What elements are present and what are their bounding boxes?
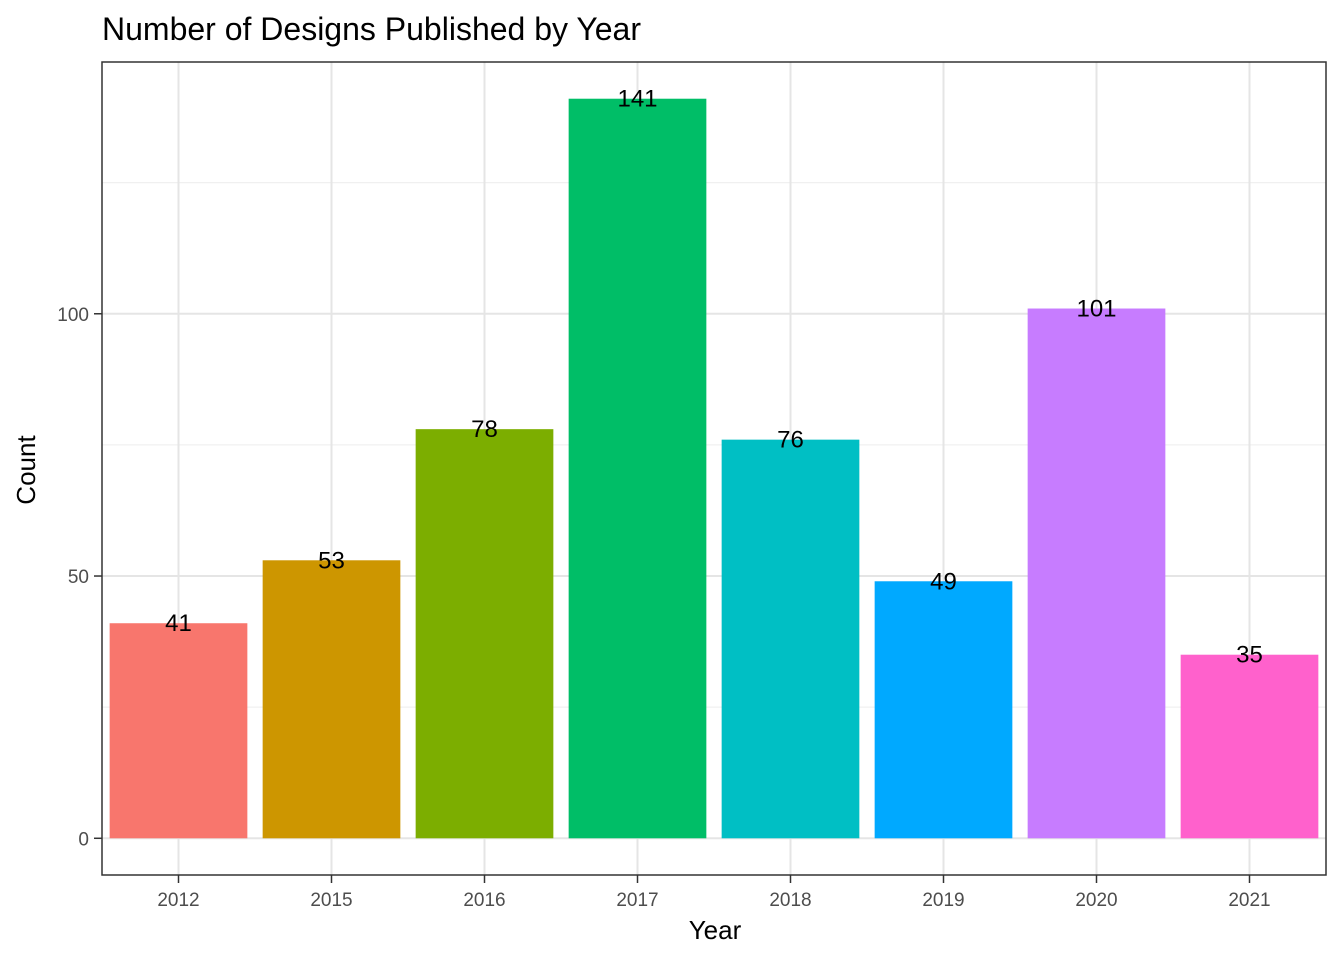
bar-2015 — [262, 560, 401, 839]
bar-2017 — [568, 98, 707, 839]
data-label-2018: 76 — [777, 427, 804, 454]
x-axis-title: Year — [689, 915, 742, 945]
data-label-2012: 41 — [165, 610, 192, 637]
y-tick-label: 0 — [78, 829, 89, 850]
data-label-2021: 35 — [1236, 642, 1263, 669]
bar-2016 — [415, 429, 554, 839]
bar-2012 — [109, 623, 248, 839]
x-tick-label: 2019 — [922, 890, 964, 911]
chart-title: Number of Designs Published by Year — [102, 11, 641, 47]
plot-panel-border — [101, 61, 1327, 876]
y-axis: 0 50 100 — [57, 305, 102, 850]
x-axis: 2012 2015 2016 2017 2018 2019 2020 2021 — [157, 875, 1271, 911]
data-label-2019: 49 — [930, 568, 957, 595]
bar-2018 — [721, 439, 860, 839]
bar-2019 — [874, 581, 1013, 839]
data-label-2015: 53 — [318, 547, 345, 574]
x-tick-label: 2020 — [1075, 890, 1117, 911]
bars — [109, 98, 1319, 839]
bar-2020 — [1027, 308, 1166, 839]
y-tick-label: 100 — [57, 305, 89, 326]
bar-2021 — [1180, 654, 1319, 839]
x-tick-label: 2017 — [616, 890, 658, 911]
data-label-2020: 101 — [1076, 296, 1116, 323]
y-axis-title: Count — [11, 435, 41, 505]
x-tick-label: 2016 — [463, 890, 505, 911]
x-tick-label: 2012 — [157, 890, 199, 911]
x-tick-label: 2018 — [769, 890, 811, 911]
data-labels: 41 53 78 141 76 49 101 35 — [165, 86, 1263, 669]
x-tick-label: 2015 — [310, 890, 352, 911]
y-tick-label: 50 — [68, 567, 89, 588]
data-label-2016: 78 — [471, 416, 498, 443]
data-label-2017: 141 — [617, 86, 657, 113]
x-tick-label: 2021 — [1228, 890, 1270, 911]
